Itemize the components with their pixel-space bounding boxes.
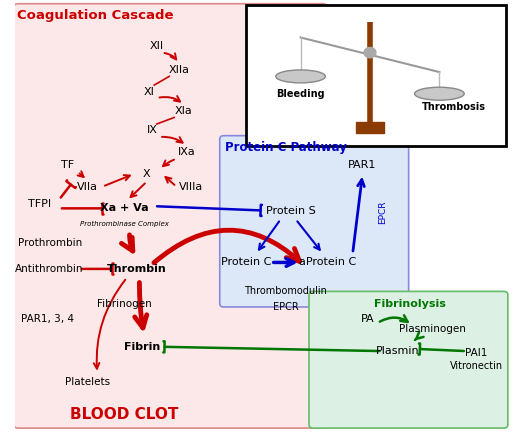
Text: BLOOD CLOT: BLOOD CLOT [70, 408, 179, 422]
Text: IX: IX [146, 125, 157, 135]
Text: IXa: IXa [178, 147, 196, 157]
Text: Thrombosis: Thrombosis [422, 102, 486, 112]
Text: XIa: XIa [175, 106, 193, 116]
Text: Prothrombin: Prothrombin [18, 238, 82, 248]
Text: Platelets: Platelets [65, 377, 110, 387]
Text: Protein C: Protein C [221, 257, 271, 267]
FancyBboxPatch shape [246, 5, 506, 146]
Text: XIIa: XIIa [168, 65, 189, 75]
Bar [356, 122, 383, 133]
Text: Prothrombinase Complex: Prothrombinase Complex [80, 220, 169, 227]
Text: aProtein C: aProtein C [299, 257, 356, 267]
Text: Bleeding: Bleeding [276, 89, 325, 99]
Text: Fibrinogen: Fibrinogen [97, 299, 152, 309]
Text: Protein C Pathway: Protein C Pathway [225, 141, 347, 154]
Text: PA: PA [360, 314, 374, 324]
Text: Plasmin: Plasmin [375, 346, 419, 356]
FancyBboxPatch shape [309, 291, 508, 428]
Text: PAR1, 3, 4: PAR1, 3, 4 [21, 314, 74, 324]
Text: Vitronectin: Vitronectin [450, 361, 503, 371]
Text: VIIIa: VIIIa [179, 182, 204, 192]
Ellipse shape [276, 70, 325, 83]
Text: PAI1: PAI1 [465, 348, 488, 358]
Text: EPCR: EPCR [273, 302, 298, 312]
Ellipse shape [415, 87, 464, 100]
Text: Protein S: Protein S [266, 206, 315, 216]
Text: XII: XII [150, 41, 164, 51]
Text: TFPI: TFPI [28, 199, 51, 209]
Text: X: X [143, 169, 151, 179]
Text: Fibrinolysis: Fibrinolysis [374, 299, 445, 309]
Text: Thrombomodulin: Thrombomodulin [244, 286, 327, 296]
Text: Coagulation Cascade: Coagulation Cascade [16, 10, 173, 22]
Text: PAR1: PAR1 [348, 160, 377, 170]
Text: Antithrombin: Antithrombin [15, 264, 83, 274]
Text: XI: XI [144, 86, 155, 96]
Circle shape [364, 47, 376, 58]
FancyBboxPatch shape [220, 136, 409, 307]
Text: Fibrin: Fibrin [124, 342, 160, 352]
Text: Thrombin: Thrombin [107, 264, 167, 274]
Text: EPCR: EPCR [378, 201, 387, 224]
Text: Plasminogen: Plasminogen [398, 325, 465, 335]
FancyBboxPatch shape [14, 4, 327, 428]
Text: VIIa: VIIa [77, 182, 98, 192]
Text: TF: TF [61, 160, 74, 170]
Text: Xa + Va: Xa + Va [100, 204, 149, 214]
